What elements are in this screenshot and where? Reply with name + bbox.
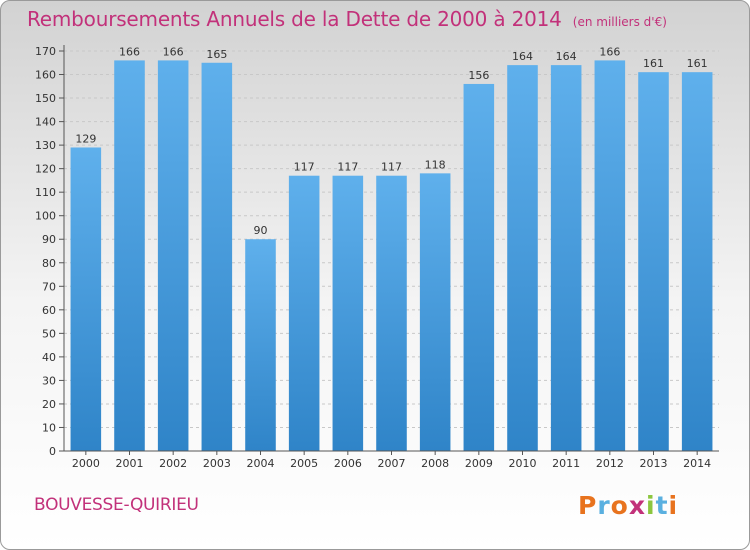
- data-label: 166: [163, 45, 184, 58]
- y-tick-label: 150: [35, 92, 56, 105]
- y-tick-label: 90: [42, 233, 56, 246]
- x-tick-label: 2009: [465, 457, 493, 470]
- logo-letter: P: [578, 491, 598, 520]
- y-tick-label: 100: [35, 210, 56, 223]
- x-tick-label: 2005: [290, 457, 318, 470]
- bar: [114, 60, 145, 451]
- x-tick-label: 2004: [247, 457, 275, 470]
- logo-letter: r: [597, 491, 611, 520]
- data-label: 156: [468, 69, 489, 82]
- data-label: 166: [119, 45, 140, 58]
- logo-letter: t: [655, 491, 669, 520]
- data-label: 129: [75, 132, 96, 145]
- x-tick-label: 2002: [159, 457, 187, 470]
- data-label: 118: [425, 158, 446, 171]
- x-tick-label: 2012: [596, 457, 624, 470]
- y-tick-label: 10: [42, 421, 56, 434]
- logo-letter: x: [628, 491, 646, 520]
- place-name: BOUVESSE-QUIRIEU: [34, 495, 199, 515]
- bar: [550, 65, 582, 451]
- chart-title: Remboursements Annuels de la Dette de 20…: [27, 7, 562, 31]
- data-label: 165: [206, 48, 227, 61]
- bar: [376, 175, 407, 452]
- y-tick-label: 110: [35, 186, 56, 199]
- bar: [507, 65, 538, 451]
- data-label: 166: [599, 45, 620, 58]
- bar: [288, 175, 320, 452]
- bars: 129 166 166 165 90 117 117 117 118 156 164 164 166 16…: [70, 45, 713, 452]
- x-tick-label: 2003: [203, 457, 231, 470]
- y-tick-label: 60: [42, 304, 56, 317]
- bar: [332, 175, 364, 452]
- x-tick-label: 2014: [683, 457, 711, 470]
- data-label: 90: [254, 224, 268, 237]
- data-label: 161: [687, 57, 708, 70]
- bar: [463, 83, 495, 452]
- logo-letter: i: [668, 491, 679, 520]
- y-tick-label: 170: [35, 45, 56, 58]
- x-tick-label: 2007: [378, 457, 406, 470]
- proxiti-logo[interactable]: Proxiti: [578, 491, 678, 520]
- chart-subtitle: (en milliers d'€): [572, 15, 667, 29]
- x-tick-label: 2011: [552, 457, 580, 470]
- data-label: 117: [294, 161, 315, 174]
- x-tick-label: 2006: [334, 457, 362, 470]
- bar: [157, 60, 189, 451]
- y-tick-label: 120: [35, 163, 56, 176]
- x-tick-label: 2001: [116, 457, 144, 470]
- y-tick-label: 0: [49, 445, 56, 458]
- bar: [245, 239, 276, 451]
- bar: [419, 173, 451, 451]
- data-label: 164: [512, 50, 533, 63]
- x-tick-label: 2010: [509, 457, 537, 470]
- title-row: Remboursements Annuels de la Dette de 20…: [27, 7, 667, 31]
- y-tick-label: 40: [42, 351, 56, 364]
- bar: [681, 72, 713, 452]
- y-tick-label: 140: [35, 116, 56, 129]
- data-label: 117: [337, 161, 358, 174]
- y-tick-label: 160: [35, 69, 56, 82]
- bar: [638, 72, 669, 452]
- logo-letter: o: [610, 491, 629, 520]
- y-tick-label: 70: [42, 280, 56, 293]
- data-label: 161: [643, 57, 664, 70]
- bar: [201, 62, 233, 451]
- data-label: 164: [556, 50, 577, 63]
- x-tick-label: 2008: [421, 457, 449, 470]
- x-tick-label: 2013: [640, 457, 668, 470]
- axes: 0 10 20 30 40 50 60 70 80 90 100 110 120 130 140 150 160…: [35, 45, 719, 470]
- y-tick-label: 80: [42, 257, 56, 270]
- bar: [70, 147, 102, 451]
- x-tick-label: 2000: [72, 457, 100, 470]
- y-tick-label: 50: [42, 327, 56, 340]
- logo-letter: i: [646, 491, 656, 520]
- bar: [594, 60, 626, 451]
- y-tick-label: 130: [35, 139, 56, 152]
- y-tick-label: 30: [42, 374, 56, 387]
- data-label: 117: [381, 161, 402, 174]
- y-tick-label: 20: [42, 398, 56, 411]
